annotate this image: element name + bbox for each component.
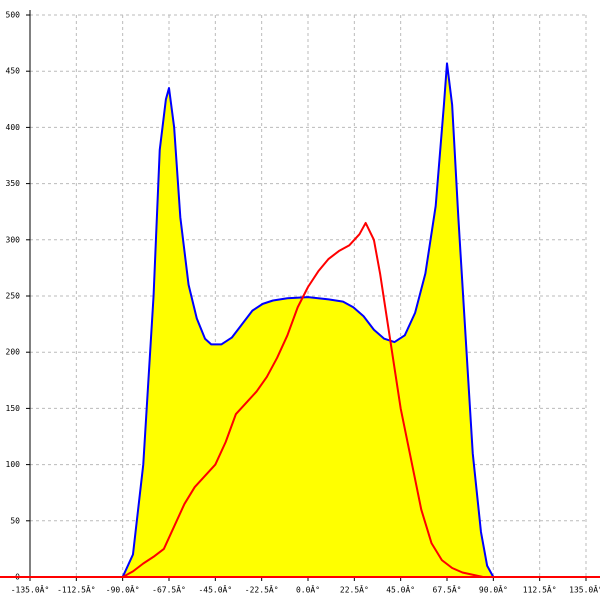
x-tick-label: 22.5Â° [340, 584, 369, 595]
series-line [122, 221, 494, 578]
y-tick-label: 100 [6, 460, 21, 469]
area-fill [122, 63, 494, 577]
y-tick-label: 350 [6, 179, 21, 188]
x-tick-label: -135.0Â° [11, 584, 50, 595]
y-tick-label: 150 [6, 404, 21, 413]
x-tick-label: -90.0Â° [106, 584, 140, 595]
x-tick-label: 112.5Â° [523, 584, 557, 595]
y-tick-label: 200 [6, 348, 21, 357]
y-tick-label: 250 [6, 292, 21, 301]
x-tick-label: -112.5Â° [57, 584, 96, 595]
x-tick-label: -22.5Â° [245, 584, 279, 595]
x-tick-label: 45.0Â° [386, 584, 415, 595]
x-tick-label: 67.5Â° [433, 584, 462, 595]
y-tick-label: 50 [10, 516, 20, 525]
series-line [121, 62, 495, 578]
x-tick-label: 90.0Â° [479, 584, 508, 595]
y-tick-label: 400 [6, 123, 21, 132]
x-tick-label: 135.0Â° [569, 584, 600, 595]
x-tick-label: 0.0Â° [296, 584, 320, 595]
x-tick-label: -45.0Â° [198, 584, 232, 595]
x-tick-label: -67.5Â° [152, 584, 186, 595]
y-tick-label: 300 [6, 235, 21, 244]
y-tick-label: 500 [6, 11, 21, 20]
y-tick-label: 450 [6, 67, 21, 76]
